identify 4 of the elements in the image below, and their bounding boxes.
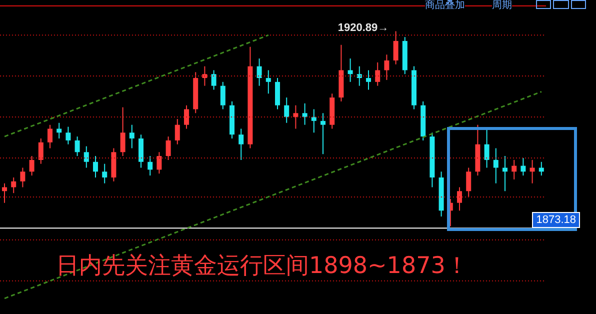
text: 周期: [492, 0, 512, 11]
text: 日内先关注黄金运行区间1898~1873！: [56, 252, 468, 281]
annotation: 1920.89→: [338, 22, 389, 34]
annotation: 1873.18: [532, 212, 580, 228]
